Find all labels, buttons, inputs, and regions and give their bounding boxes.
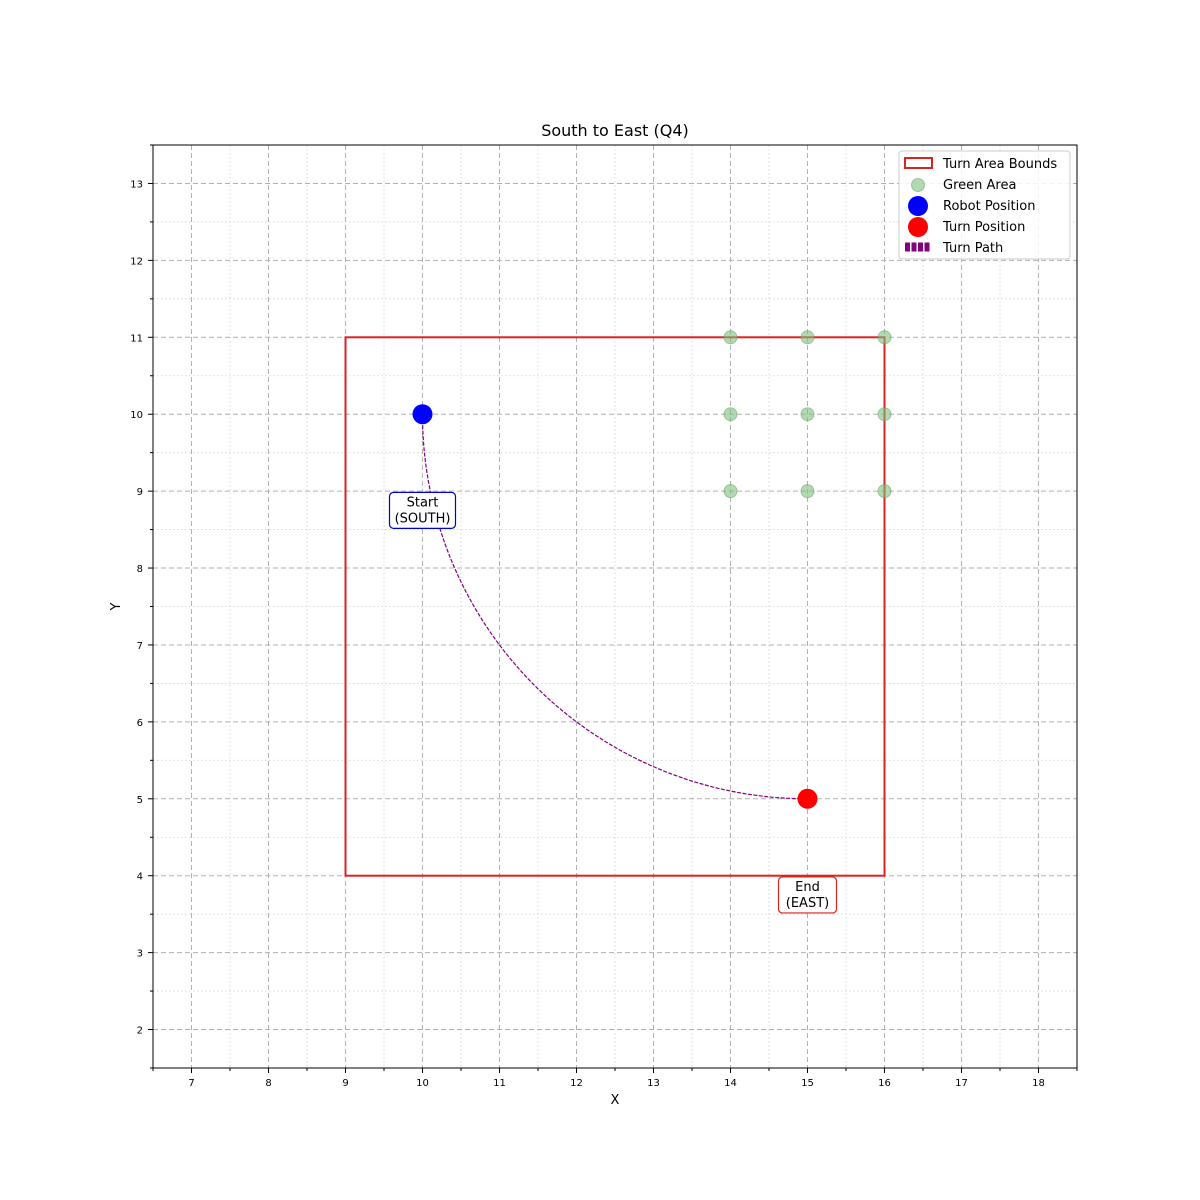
legend-bounds-swatch — [904, 157, 933, 169]
green-area-group — [723, 330, 892, 499]
y-tick-label: 13 — [130, 179, 143, 190]
x-tick-label: 18 — [1032, 1078, 1045, 1089]
turn-area-bounds-group — [344, 336, 886, 877]
y-tick-label: 3 — [137, 949, 143, 960]
legend-label: Robot Position — [943, 199, 1035, 214]
x-tick-label: 9 — [342, 1078, 348, 1089]
x-tick-label: 11 — [493, 1078, 506, 1089]
y-axis-label: Y — [109, 602, 124, 611]
y-tick-label: 2 — [137, 1026, 143, 1037]
green-area-point — [800, 407, 815, 422]
green-area-point — [877, 330, 892, 345]
x-tick-label: 14 — [724, 1078, 737, 1089]
legend-label: Turn Area Bounds — [942, 157, 1057, 172]
x-tick-label: 17 — [955, 1078, 968, 1089]
legend-label: Green Area — [943, 178, 1016, 193]
x-tick-label: 16 — [878, 1078, 891, 1089]
legend-robot-swatch — [908, 196, 928, 216]
minor-grid — [152, 144, 1078, 1069]
legend-green-swatch — [911, 178, 925, 192]
x-tick-label: 15 — [801, 1078, 814, 1089]
legend-box — [898, 150, 1071, 260]
annotation-text: (SOUTH) — [395, 511, 451, 526]
annotation-box — [388, 491, 457, 529]
annotation-text: Start — [407, 495, 439, 510]
y-tick-label: 12 — [130, 256, 143, 267]
y-tick-label: 5 — [137, 795, 143, 806]
y-tick-label: 4 — [137, 872, 143, 883]
x-tick-label: 8 — [265, 1078, 271, 1089]
legend-label: Turn Position — [942, 220, 1025, 235]
green-area-point — [723, 330, 738, 345]
annotations-group: Start(SOUTH) End(EAST) — [388, 491, 838, 914]
x-tick-label: 10 — [416, 1078, 429, 1089]
green-area-point — [877, 484, 892, 499]
y-tick-label: 10 — [130, 410, 143, 421]
annotation-text: End — [795, 880, 820, 895]
legend: Turn Area Bounds Green Area Robot Position… — [898, 150, 1071, 260]
green-area-point — [800, 330, 815, 345]
x-axis-label: X — [611, 1093, 620, 1108]
green-area-point — [877, 407, 892, 422]
turn-area-bounds — [344, 336, 886, 877]
x-tick-label: 7 — [188, 1078, 194, 1089]
x-tick-label: 12 — [570, 1078, 583, 1089]
ticks: 7 8 9 10 11 12 13 14 15 16 17 18 2 3 4 5 6 7 8 9 10 11 12 13 — [130, 144, 1078, 1089]
y-tick-label: 6 — [137, 718, 143, 729]
chart-title: South to East (Q4) — [541, 121, 689, 140]
y-tick-label: 8 — [137, 564, 143, 575]
legend-label: Turn Path — [942, 241, 1003, 256]
green-area-point — [800, 484, 815, 499]
x-tick-label: 13 — [647, 1078, 660, 1089]
turn-position-marker — [797, 788, 818, 809]
legend-turn-swatch — [908, 217, 928, 237]
y-tick-label: 9 — [137, 487, 143, 498]
y-tick-label: 11 — [130, 333, 143, 344]
green-area-point — [723, 407, 738, 422]
green-area-point — [723, 484, 738, 499]
y-tick-label: 7 — [137, 641, 143, 652]
annotation-text: (EAST) — [786, 896, 829, 911]
annotation-box — [777, 876, 838, 914]
robot-position-marker — [412, 404, 433, 425]
position-markers-group — [412, 404, 818, 809]
